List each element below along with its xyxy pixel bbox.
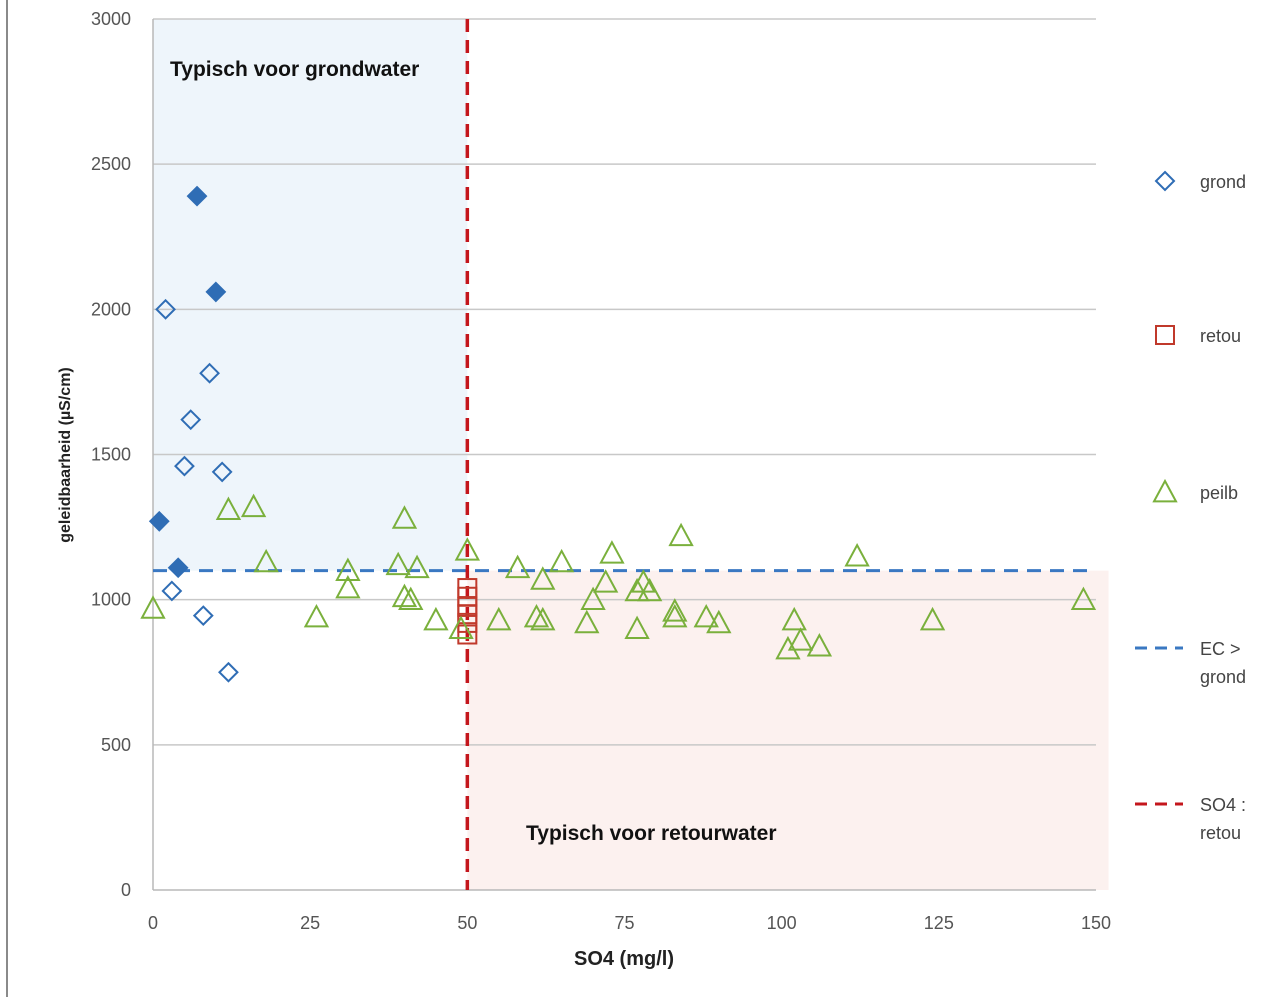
y-tick-label: 1000	[91, 590, 131, 610]
peilb-point	[574, 609, 600, 634]
legend-label-ec: EC >	[1200, 639, 1241, 659]
peilb-point	[662, 598, 688, 622]
x-axis-label: SO4 (mg/l)	[574, 948, 674, 970]
peilb-point	[240, 493, 267, 518]
peilb-point	[523, 603, 550, 628]
legend-label-retou: retou	[1200, 326, 1241, 346]
peilb-point	[391, 583, 418, 608]
peilb-point	[806, 633, 833, 657]
region-label-retourwater: Typisch voor retourwater	[526, 822, 777, 845]
y-tick-label: 500	[101, 735, 131, 755]
grond-point	[205, 281, 227, 303]
peilb-point	[530, 566, 556, 590]
peilb-point	[140, 595, 166, 619]
y-axis-label: geleidbaarheid (µS/cm)	[57, 367, 74, 542]
peilb-point	[787, 627, 814, 651]
region-0	[153, 19, 468, 571]
peilb-point	[423, 606, 449, 631]
grond-point	[186, 185, 208, 207]
peilb-point	[668, 522, 694, 547]
peilb-point	[775, 635, 801, 660]
legend-label-grond: grond	[1200, 172, 1246, 192]
legend-label-so4: SO4 :	[1200, 795, 1246, 815]
axes: 0 500 1000 1500 2000 2500 3000 0 25 50 75 100 125 150	[91, 9, 1111, 933]
y-tick-label: 0	[121, 880, 131, 900]
x-tick-label: 25	[300, 913, 320, 933]
peilb-point	[215, 496, 242, 521]
grond-point	[199, 362, 220, 384]
y-tick-label: 2500	[91, 154, 131, 174]
peilb-point	[454, 537, 481, 561]
legend-label-so4: retou	[1200, 823, 1241, 843]
y-tick-label: 3000	[91, 9, 131, 29]
peilb-point	[486, 606, 512, 631]
peilb-point	[448, 615, 474, 640]
peilb-point	[530, 606, 556, 631]
peilb-point	[391, 505, 418, 529]
grond-point	[174, 455, 195, 477]
peilb-point	[504, 554, 531, 579]
data-points	[140, 185, 1097, 683]
grond-point	[218, 661, 239, 683]
region-label-grondwater: Typisch voor grondwater	[170, 58, 419, 81]
region-1	[467, 570, 1109, 890]
legend-label-peilb: peilb	[1200, 483, 1238, 503]
peilb-point	[662, 603, 688, 628]
peilb-point	[919, 606, 946, 631]
legend-marker-peilb	[1152, 478, 1178, 503]
legend: grond retou peilb EC > grond SO4 : retou	[1135, 170, 1246, 843]
x-tick-label: 150	[1081, 913, 1111, 933]
x-tick-label: 0	[148, 913, 158, 933]
legend-marker-grond	[1154, 170, 1176, 192]
peilb-point	[1070, 586, 1097, 611]
peilb-point	[253, 548, 279, 573]
peilb-point	[592, 569, 619, 593]
x-tick-label: 125	[924, 913, 954, 933]
grond-point	[161, 580, 183, 602]
grond-point	[167, 557, 189, 579]
peilb-point	[404, 554, 430, 579]
shaded-regions	[153, 19, 1109, 890]
peilb-point	[844, 543, 870, 567]
peilb-point	[781, 606, 807, 631]
grond-point	[192, 605, 214, 627]
peilb-point	[599, 540, 625, 564]
peilb-point	[335, 574, 361, 599]
peilb-point	[303, 603, 330, 628]
legend-label-ec: grond	[1200, 667, 1246, 687]
y-tick-label: 1500	[91, 445, 131, 465]
peilb-point	[624, 615, 650, 640]
grond-point	[148, 510, 170, 532]
legend-marker-retou	[1155, 325, 1175, 345]
peilb-point	[548, 548, 575, 573]
region-labels: Typisch voor grondwater Typisch voor ret…	[170, 58, 777, 845]
x-tick-label: 50	[457, 913, 477, 933]
grond-point	[155, 298, 176, 320]
window-border	[6, 0, 8, 997]
x-tick-label: 75	[614, 913, 634, 933]
reference-lines	[153, 19, 1096, 890]
peilb-point	[398, 586, 424, 611]
y-tick-label: 2000	[91, 299, 131, 319]
peilb-point	[624, 577, 650, 602]
peilb-point	[385, 551, 411, 576]
peilb-point	[693, 603, 719, 628]
peilb-point	[580, 586, 606, 611]
retou-point	[457, 624, 478, 645]
gridlines	[153, 18, 1096, 746]
grond-point	[180, 409, 202, 431]
peilb-point	[335, 557, 361, 581]
x-tick-label: 100	[767, 913, 797, 933]
peilb-point	[636, 577, 663, 602]
grond-point	[211, 461, 233, 483]
peilb-point	[706, 609, 732, 634]
